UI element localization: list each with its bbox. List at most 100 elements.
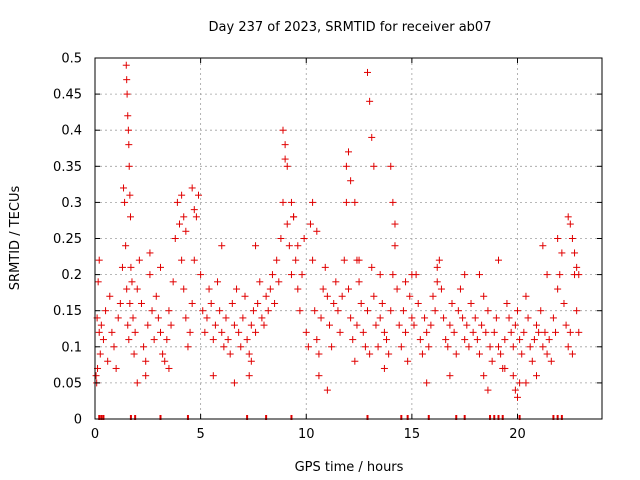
data-point: [163, 336, 171, 344]
data-point: [110, 343, 118, 351]
data-point: [480, 292, 488, 300]
data-point: [423, 328, 431, 336]
data-point: [522, 292, 530, 300]
data-point: [429, 292, 437, 300]
data-point: [564, 343, 572, 351]
data-point: [279, 198, 287, 206]
data-point: [342, 162, 350, 170]
data-point: [402, 278, 410, 286]
data-point: [121, 198, 129, 206]
data-point: [262, 292, 270, 300]
data-point: [230, 379, 238, 387]
data-point: [433, 263, 441, 271]
data-point: [573, 263, 581, 271]
data-point: [159, 350, 167, 358]
data-point: [465, 343, 473, 351]
data-point: [184, 343, 192, 351]
data-point: [347, 177, 355, 185]
data-point: [522, 379, 530, 387]
data-point: [370, 292, 378, 300]
data-point: [104, 357, 112, 365]
y-tick-label: 0: [74, 413, 82, 428]
data-point: [505, 314, 513, 322]
data-point: [547, 357, 555, 365]
data-point: [361, 343, 369, 351]
data-point: [122, 242, 130, 250]
data-point: [182, 227, 190, 235]
data-point: [173, 198, 181, 206]
data-point: [539, 343, 547, 351]
data-point: [150, 336, 158, 344]
data-point: [475, 350, 483, 358]
data-point: [446, 372, 454, 380]
data-point: [456, 285, 464, 293]
data-point: [387, 162, 395, 170]
data-point: [252, 328, 260, 336]
data-point: [507, 328, 515, 336]
data-point: [131, 328, 139, 336]
data-point: [402, 328, 410, 336]
data-point: [226, 350, 234, 358]
data-point: [484, 307, 492, 315]
data-point: [319, 285, 327, 293]
y-tick-labels: 0 0.05 0.1 0.15 0.2 0.25 0.3 0.35 0.4 0.45 0.5: [53, 52, 82, 428]
data-point: [125, 162, 133, 170]
data-point: [235, 328, 243, 336]
data-point: [423, 379, 431, 387]
data-point: [165, 364, 173, 372]
data-point: [285, 242, 293, 250]
data-point: [233, 285, 241, 293]
data-point: [281, 155, 289, 163]
data-point: [372, 321, 380, 329]
data-point: [473, 336, 481, 344]
data-point: [368, 133, 376, 141]
data-point: [509, 372, 517, 380]
y-tick-label: 0.05: [53, 376, 82, 391]
data-point: [315, 350, 323, 358]
data-point: [566, 328, 574, 336]
x-tick-label: 0: [91, 427, 99, 442]
data-point: [543, 271, 551, 279]
y-tick-label: 0.15: [53, 304, 82, 319]
data-point: [418, 350, 426, 358]
data-point: [490, 328, 498, 336]
data-point: [393, 285, 401, 293]
data-point: [573, 307, 581, 315]
data-point: [461, 271, 469, 279]
data-point: [283, 162, 291, 170]
data-point: [323, 386, 331, 394]
data-point: [475, 271, 483, 279]
data-point: [351, 357, 359, 365]
data-point: [353, 321, 361, 329]
data-point: [554, 235, 562, 242]
data-point: [167, 321, 175, 329]
x-tick-label: 20: [509, 427, 526, 442]
data-point: [317, 314, 325, 322]
data-point: [148, 307, 156, 315]
data-point: [287, 198, 295, 206]
grid: [95, 58, 602, 419]
data-point: [154, 314, 162, 322]
data-point: [281, 141, 289, 149]
data-point: [241, 292, 249, 300]
data-point: [355, 256, 363, 264]
data-point: [541, 328, 549, 336]
data-point: [511, 321, 519, 329]
data-point: [124, 321, 132, 329]
data-point: [509, 343, 517, 351]
data-point: [271, 299, 279, 307]
data-point: [245, 350, 253, 358]
data-point: [328, 343, 336, 351]
data-point: [383, 336, 391, 344]
data-point: [410, 321, 418, 329]
data-point: [306, 220, 314, 228]
data-point: [364, 68, 372, 76]
data-point: [211, 321, 219, 329]
y-tick-label: 0.5: [61, 52, 82, 67]
data-point: [209, 372, 217, 380]
data-point: [275, 278, 283, 286]
data-point: [471, 314, 479, 322]
data-point: [311, 307, 319, 315]
data-point: [478, 321, 486, 329]
